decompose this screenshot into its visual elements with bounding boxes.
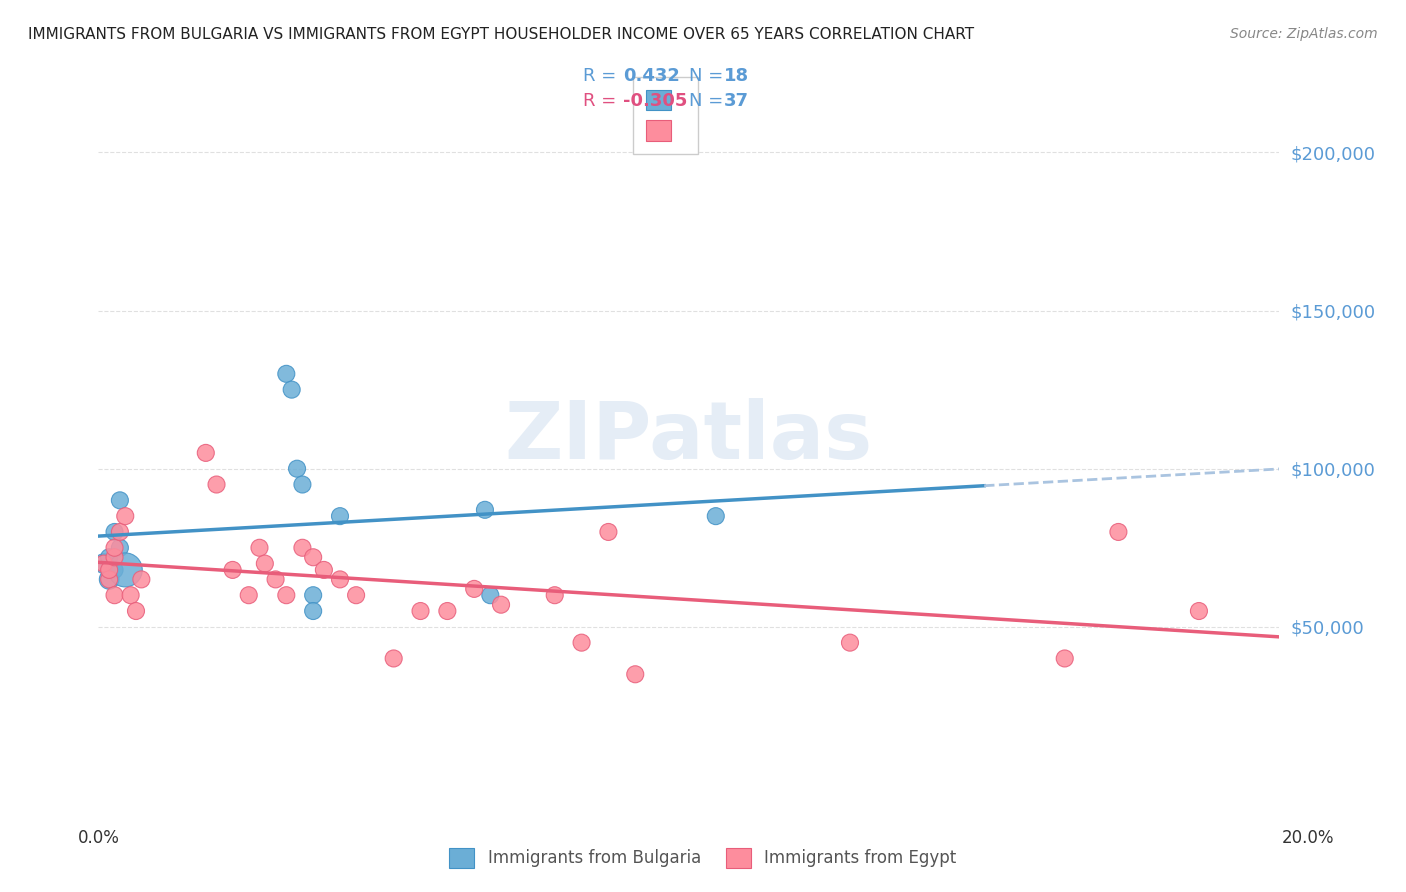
Point xyxy=(93,557,115,571)
Point xyxy=(285,461,308,475)
Text: -0.305: -0.305 xyxy=(623,92,688,110)
Point xyxy=(463,582,485,596)
Point xyxy=(264,573,287,587)
Point xyxy=(93,557,115,571)
Point xyxy=(598,524,620,539)
Point xyxy=(194,446,217,460)
Text: N =: N = xyxy=(689,92,723,110)
Point xyxy=(131,573,153,587)
Point xyxy=(544,588,567,602)
Text: N =: N = xyxy=(689,67,723,85)
Point xyxy=(302,604,325,618)
Point xyxy=(291,477,314,491)
Text: 37: 37 xyxy=(724,92,749,110)
Point xyxy=(103,524,125,539)
Point xyxy=(103,550,125,565)
Point xyxy=(1053,651,1076,665)
Point xyxy=(571,635,593,649)
Legend: Immigrants from Bulgaria, Immigrants from Egypt: Immigrants from Bulgaria, Immigrants fro… xyxy=(443,841,963,875)
Point xyxy=(312,563,335,577)
Point xyxy=(98,573,121,587)
Point xyxy=(276,588,298,602)
Point xyxy=(103,541,125,555)
Point xyxy=(704,509,727,524)
Point xyxy=(114,563,136,577)
Point xyxy=(280,383,302,397)
Text: 20.0%: 20.0% xyxy=(1281,830,1334,847)
Point xyxy=(98,550,121,565)
Point xyxy=(409,604,432,618)
Point xyxy=(103,563,125,577)
Point xyxy=(108,541,131,555)
Point xyxy=(382,651,405,665)
Text: R =: R = xyxy=(583,67,617,85)
Point xyxy=(474,503,496,517)
Point xyxy=(98,573,121,587)
Point xyxy=(1188,604,1211,618)
Point xyxy=(1107,524,1129,539)
Point xyxy=(291,541,314,555)
Point xyxy=(344,588,367,602)
Point xyxy=(436,604,458,618)
Point xyxy=(302,550,325,565)
Point xyxy=(329,573,352,587)
Point xyxy=(114,509,136,524)
Point xyxy=(479,588,502,602)
Text: 0.0%: 0.0% xyxy=(77,830,120,847)
Point xyxy=(108,493,131,508)
Point xyxy=(329,509,352,524)
Text: R =: R = xyxy=(583,92,617,110)
Point xyxy=(238,588,260,602)
Point xyxy=(103,588,125,602)
Point xyxy=(276,367,298,381)
Point xyxy=(624,667,647,681)
Text: IMMIGRANTS FROM BULGARIA VS IMMIGRANTS FROM EGYPT HOUSEHOLDER INCOME OVER 65 YEA: IMMIGRANTS FROM BULGARIA VS IMMIGRANTS F… xyxy=(28,27,974,42)
Point xyxy=(120,588,142,602)
Legend: , : , xyxy=(633,77,697,154)
Text: 18: 18 xyxy=(724,67,749,85)
Point xyxy=(839,635,862,649)
Text: Source: ZipAtlas.com: Source: ZipAtlas.com xyxy=(1230,27,1378,41)
Point xyxy=(489,598,512,612)
Point xyxy=(98,563,121,577)
Text: 0.432: 0.432 xyxy=(623,67,679,85)
Point xyxy=(302,588,325,602)
Point xyxy=(221,563,243,577)
Point xyxy=(249,541,271,555)
Point xyxy=(253,557,276,571)
Point xyxy=(125,604,148,618)
Point xyxy=(205,477,228,491)
Text: ZIPatlas: ZIPatlas xyxy=(505,398,873,476)
Point xyxy=(108,524,131,539)
